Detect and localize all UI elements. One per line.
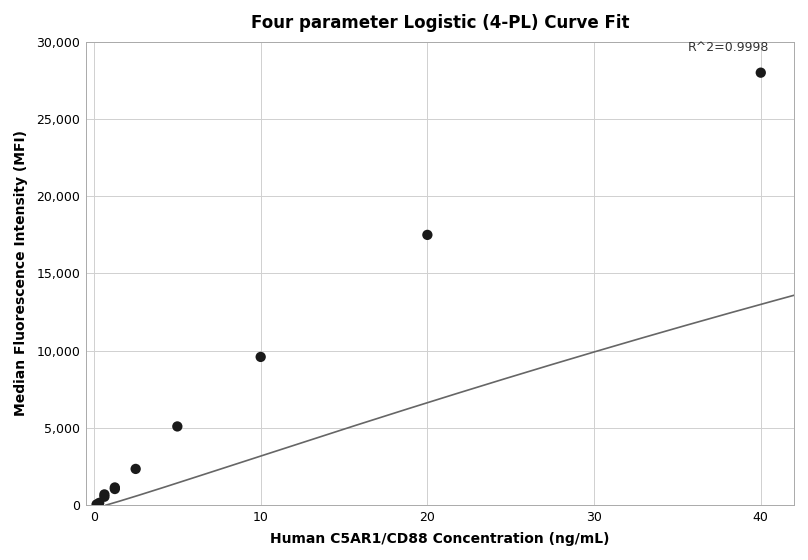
Point [98, 490, 111, 499]
Point [129, 464, 142, 473]
Point [98, 492, 111, 501]
Point [255, 352, 267, 361]
Point [421, 230, 434, 239]
Point [755, 68, 768, 77]
Point [93, 498, 106, 507]
Point [108, 484, 121, 493]
Point [90, 500, 103, 509]
Point [170, 422, 183, 431]
Point [108, 483, 121, 492]
Title: Four parameter Logistic (4-PL) Curve Fit: Four parameter Logistic (4-PL) Curve Fit [250, 14, 629, 32]
Text: R^2=0.9998: R^2=0.9998 [688, 41, 769, 54]
X-axis label: Human C5AR1/CD88 Concentration (ng/mL): Human C5AR1/CD88 Concentration (ng/mL) [270, 532, 609, 546]
Y-axis label: Median Fluorescence Intensity (MFI): Median Fluorescence Intensity (MFI) [14, 130, 28, 417]
